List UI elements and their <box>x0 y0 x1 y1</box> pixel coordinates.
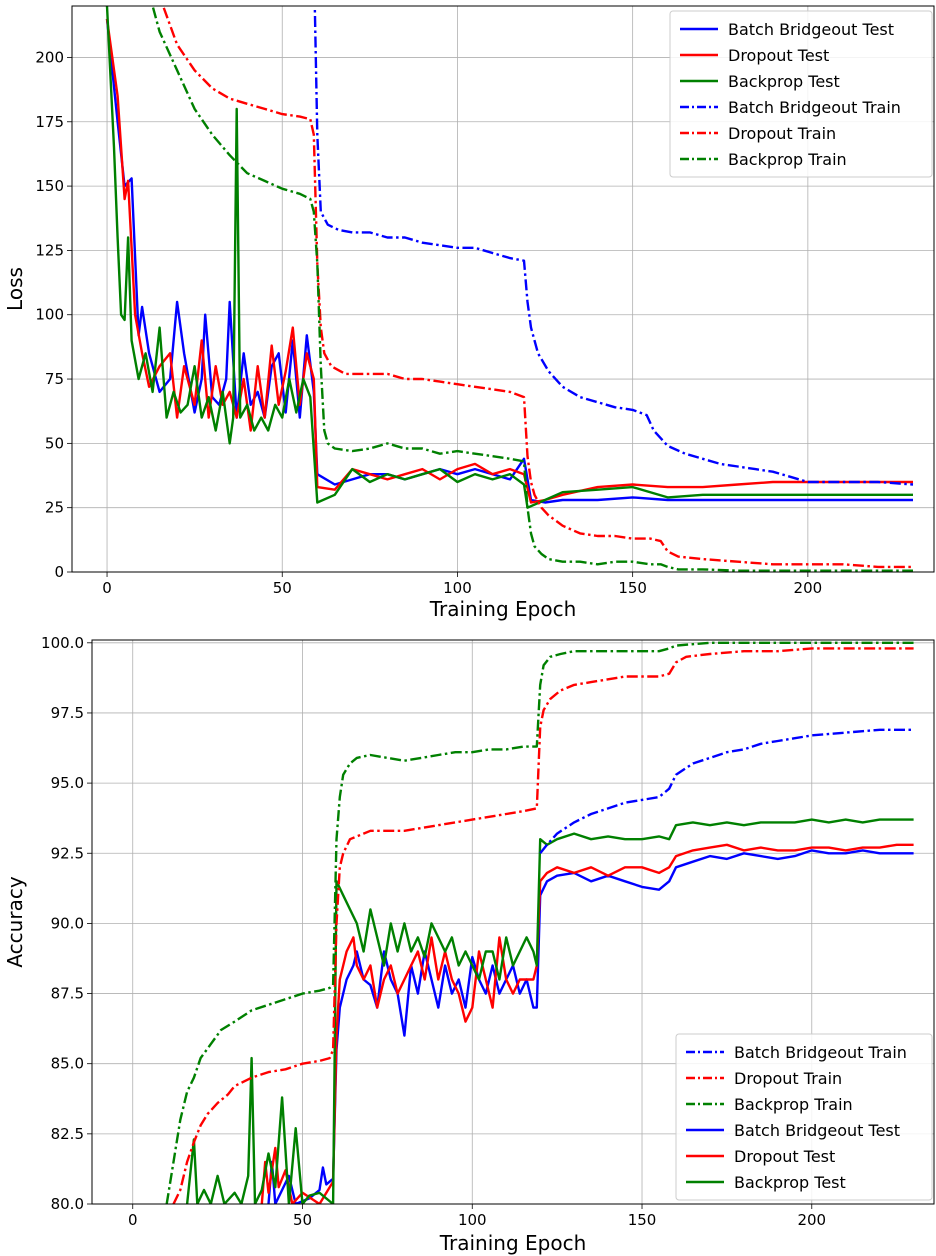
series-line-backprop-test <box>185 818 914 1204</box>
y-tick-label: 85.0 <box>51 1055 84 1073</box>
x-tick-label: 150 <box>628 1211 657 1229</box>
legend-box <box>675 1033 933 1201</box>
y-tick-label: 100.0 <box>41 634 84 652</box>
series-line-backprop-train <box>151 6 913 572</box>
legend-box <box>669 10 933 178</box>
legend: Batch Bridgeout Test Dropout Test Backprop… <box>669 10 933 178</box>
x-tick-label: 100 <box>443 579 472 597</box>
series-line-batch-bridgeout-train <box>539 728 914 855</box>
legend-label: Dropout Train <box>728 124 836 143</box>
legend: Batch Bridgeout Train Dropout Train Backpr… <box>675 1033 933 1201</box>
series-line-dropout-train <box>161 6 913 569</box>
series-line-backprop-test <box>105 6 913 509</box>
y-tick-label: 97.5 <box>51 704 84 722</box>
series-line-backprop-train <box>165 641 914 1204</box>
plot-frame <box>91 639 935 1205</box>
x-tick-label: 0 <box>102 579 112 597</box>
legend-label: Batch Bridgeout Test <box>728 20 894 39</box>
y-tick-label: 100 <box>35 306 64 324</box>
legend-label: Batch Bridgeout Test <box>734 1121 900 1140</box>
y-tick-label: 175 <box>35 113 64 131</box>
y-tick-label: 92.5 <box>51 844 84 862</box>
plot-frame <box>71 5 935 573</box>
x-tick-label: 200 <box>797 1211 826 1229</box>
y-tick-label: 95.0 <box>51 774 84 792</box>
legend-label: Batch Bridgeout Train <box>734 1043 907 1062</box>
legend-label: Backprop Train <box>728 150 847 169</box>
y-tick-label: 87.5 <box>51 985 84 1003</box>
legend-label: Dropout Test <box>728 46 829 65</box>
x-axis-label: Training Epoch <box>429 597 577 621</box>
y-axis-label: Accuracy <box>3 876 27 967</box>
y-axis-label: Loss <box>3 267 27 311</box>
y-tick-label: 125 <box>35 241 64 259</box>
y-tick-label: 50 <box>45 434 64 452</box>
chart-2: 0 50 100 150 200 80.0 82.5 85.0 87.5 90.0 92.5 95.0… <box>3 634 935 1255</box>
y-tick-label: 150 <box>35 177 64 195</box>
x-tick-label: 50 <box>293 1211 312 1229</box>
y-tick-label: 90.0 <box>51 914 84 932</box>
legend-label: Dropout Test <box>734 1147 835 1166</box>
y-tick-label: 0 <box>54 563 64 581</box>
x-tick-label: 100 <box>458 1211 487 1229</box>
y-tick-label: 80.0 <box>51 1195 84 1213</box>
legend-label: Dropout Train <box>734 1069 842 1088</box>
x-tick-label: 0 <box>128 1211 138 1229</box>
legend-label: Backprop Train <box>734 1095 853 1114</box>
series-line-dropout-test <box>105 18 913 504</box>
y-tick-label: 25 <box>45 499 64 517</box>
x-tick-label: 50 <box>273 579 292 597</box>
legend-label: Batch Bridgeout Train <box>728 98 901 117</box>
y-tick-label: 75 <box>45 370 64 388</box>
x-tick-label: 200 <box>794 579 823 597</box>
series-line-dropout-train <box>172 647 914 1204</box>
y-tick-label: 200 <box>35 48 64 66</box>
y-tick-label: 82.5 <box>51 1125 84 1143</box>
legend-label: Backprop Test <box>734 1173 846 1192</box>
legend-label: Backprop Test <box>728 72 840 91</box>
x-tick-label: 150 <box>618 579 647 597</box>
series-line-dropout-test <box>260 843 914 1204</box>
chart-1: 0 50 100 150 200 0 25 50 75 100 125 150 175 200 Traini… <box>3 5 935 621</box>
x-axis-label: Training Epoch <box>439 1231 587 1255</box>
series-line-batch-bridgeout-train <box>313 6 914 486</box>
